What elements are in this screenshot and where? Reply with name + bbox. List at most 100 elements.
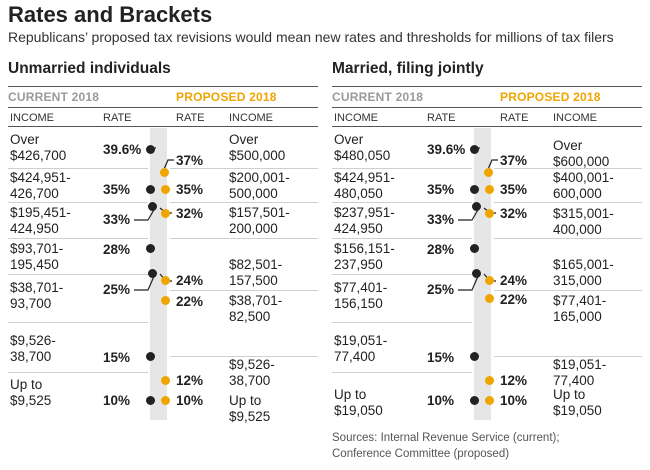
row-divider [332,202,472,203]
proposed-label: PROPOSED 2018 [176,90,277,104]
proposed-dot [485,294,494,303]
proposed-rate: 22% [500,292,528,307]
proposed-rate: 37% [176,153,204,168]
connector-lines [134,147,174,291]
current-dot [470,145,479,154]
current-income: Up to $19,050 [334,387,383,418]
proposed-rate: 10% [500,393,528,408]
proposed-rate: 32% [176,206,204,221]
proposed-rate: 22% [176,294,204,309]
current-rate: 25% [103,282,131,297]
proposed-income: $200,001- 500,000 [229,170,290,201]
proposed-rate: 10% [176,393,204,408]
current-rate: 10% [103,393,131,408]
current-income: $93,701- 195,450 [10,241,64,272]
center-band [150,128,167,420]
column-header-rate: RATE [103,112,132,124]
current-dot [470,244,479,253]
current-income: $424,951- 426,700 [10,170,71,201]
current-dot [146,396,155,405]
proposed-dot [161,396,170,405]
current-dot [470,185,479,194]
page-title: Rates and Brackets [8,2,213,27]
current-dot [472,202,481,211]
row-divider [494,290,642,291]
divider [332,107,642,108]
row-divider [170,168,318,169]
row-divider [8,322,148,323]
column-header-income: INCOME [334,112,378,124]
current-income: Over $426,700 [10,132,67,163]
current-dot [148,202,157,211]
current-rate: 33% [103,212,131,227]
proposed-income: $19,051- 77,400 [553,357,607,388]
current-dot [146,145,155,154]
current-dot [146,244,155,253]
current-label: CURRENT 2018 [8,90,100,104]
panel-title: Unmarried individuals [8,60,171,77]
proposed-rate: 12% [500,373,528,388]
current-income: $77,401- 156,150 [334,280,388,311]
proposed-dot [485,185,494,194]
proposed-income: Up to $19,050 [553,387,602,418]
proposed-dot [161,276,170,285]
divider [8,126,318,127]
center-band [474,128,491,420]
proposed-dot [161,209,170,218]
proposed-dot [161,376,170,385]
page-subtitle: Republicans’ proposed tax revisions woul… [8,29,614,45]
proposed-income: Over $500,000 [229,132,286,163]
proposed-income: $9,526- 38,700 [229,357,275,388]
current-income: $424,951- 480,050 [334,170,395,201]
current-income: Up to $9,525 [10,377,52,408]
row-divider [332,238,472,239]
current-dot [146,185,155,194]
column-header-income: INCOME [229,112,273,124]
proposed-rate: 35% [500,182,528,197]
panel-title: Married, filing jointly [332,60,484,77]
current-rate: 28% [103,242,131,257]
current-dot [470,352,479,361]
current-income: $237,951- 424,950 [334,205,395,236]
current-rate: 15% [427,350,455,365]
divider [332,86,642,87]
proposed-rate: 24% [500,273,528,288]
proposed-dot [161,185,170,194]
proposed-dot [485,376,494,385]
current-rate: 39.6% [427,142,466,157]
current-rate: 39.6% [103,142,142,157]
current-dot [148,269,157,278]
current-rate: 15% [103,350,131,365]
current-dot [470,396,479,405]
proposed-income: Up to $9,525 [229,393,271,424]
current-label: CURRENT 2018 [332,90,424,104]
proposed-rate: 32% [500,206,528,221]
proposed-rate: 12% [176,373,204,388]
proposed-income: $165,001- 315,000 [553,257,614,288]
current-dot [146,352,155,361]
row-divider [8,372,148,373]
proposed-income: $82,501- 157,500 [229,257,283,288]
row-divider [170,290,318,291]
divider [8,86,318,87]
column-header-income: INCOME [10,112,54,124]
current-income: Over $480,050 [334,132,391,163]
proposed-income: $38,701- 82,500 [229,293,283,324]
current-rate: 10% [427,393,455,408]
row-divider [332,322,472,323]
row-divider [8,238,148,239]
column-header-rate: RATE [176,112,205,124]
row-divider [332,372,472,373]
row-divider [494,168,642,169]
current-income: $38,701- 93,700 [10,280,64,311]
proposed-label: PROPOSED 2018 [500,90,601,104]
current-rate: 35% [103,182,131,197]
column-header-rate: RATE [500,112,529,124]
proposed-rate: 35% [176,182,204,197]
row-divider [170,238,318,239]
current-income: $9,526- 38,700 [10,333,56,364]
row-divider [494,356,642,357]
column-header-income: INCOME [553,112,597,124]
proposed-dot [484,168,493,177]
row-divider [8,202,148,203]
